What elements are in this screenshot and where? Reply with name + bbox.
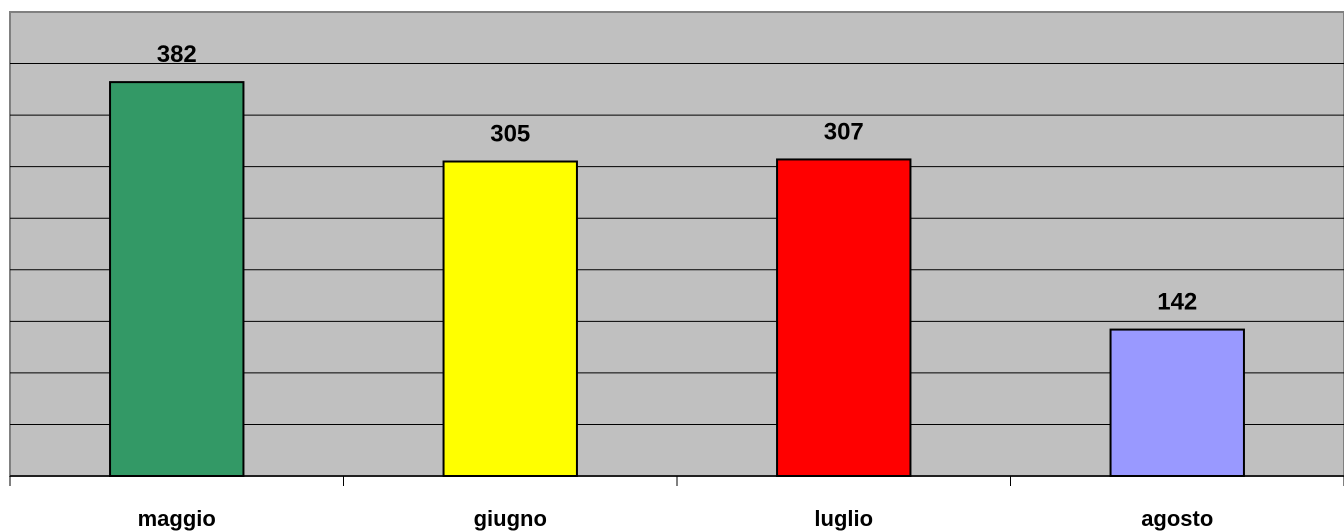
category-label-giugno: giugno — [474, 506, 547, 531]
category-labels: maggio giugno luglio agosto — [138, 506, 1214, 531]
data-label-maggio: 382 — [157, 41, 197, 68]
category-label-luglio: luglio — [814, 506, 873, 531]
bar-luglio — [776, 158, 912, 477]
data-label-agosto: 142 — [1157, 289, 1197, 316]
data-label-luglio: 307 — [824, 118, 864, 145]
x-axis-ticks — [9, 476, 1344, 486]
bar-giugno — [442, 160, 578, 477]
data-label-giugno: 305 — [490, 121, 530, 148]
bar-series — [109, 81, 1245, 477]
bar-agosto — [1109, 328, 1245, 477]
category-label-agosto: agosto — [1141, 506, 1213, 531]
data-labels: 382 305 307 142 — [157, 41, 1198, 315]
category-label-maggio: maggio — [138, 506, 216, 531]
bar-maggio — [109, 81, 245, 477]
